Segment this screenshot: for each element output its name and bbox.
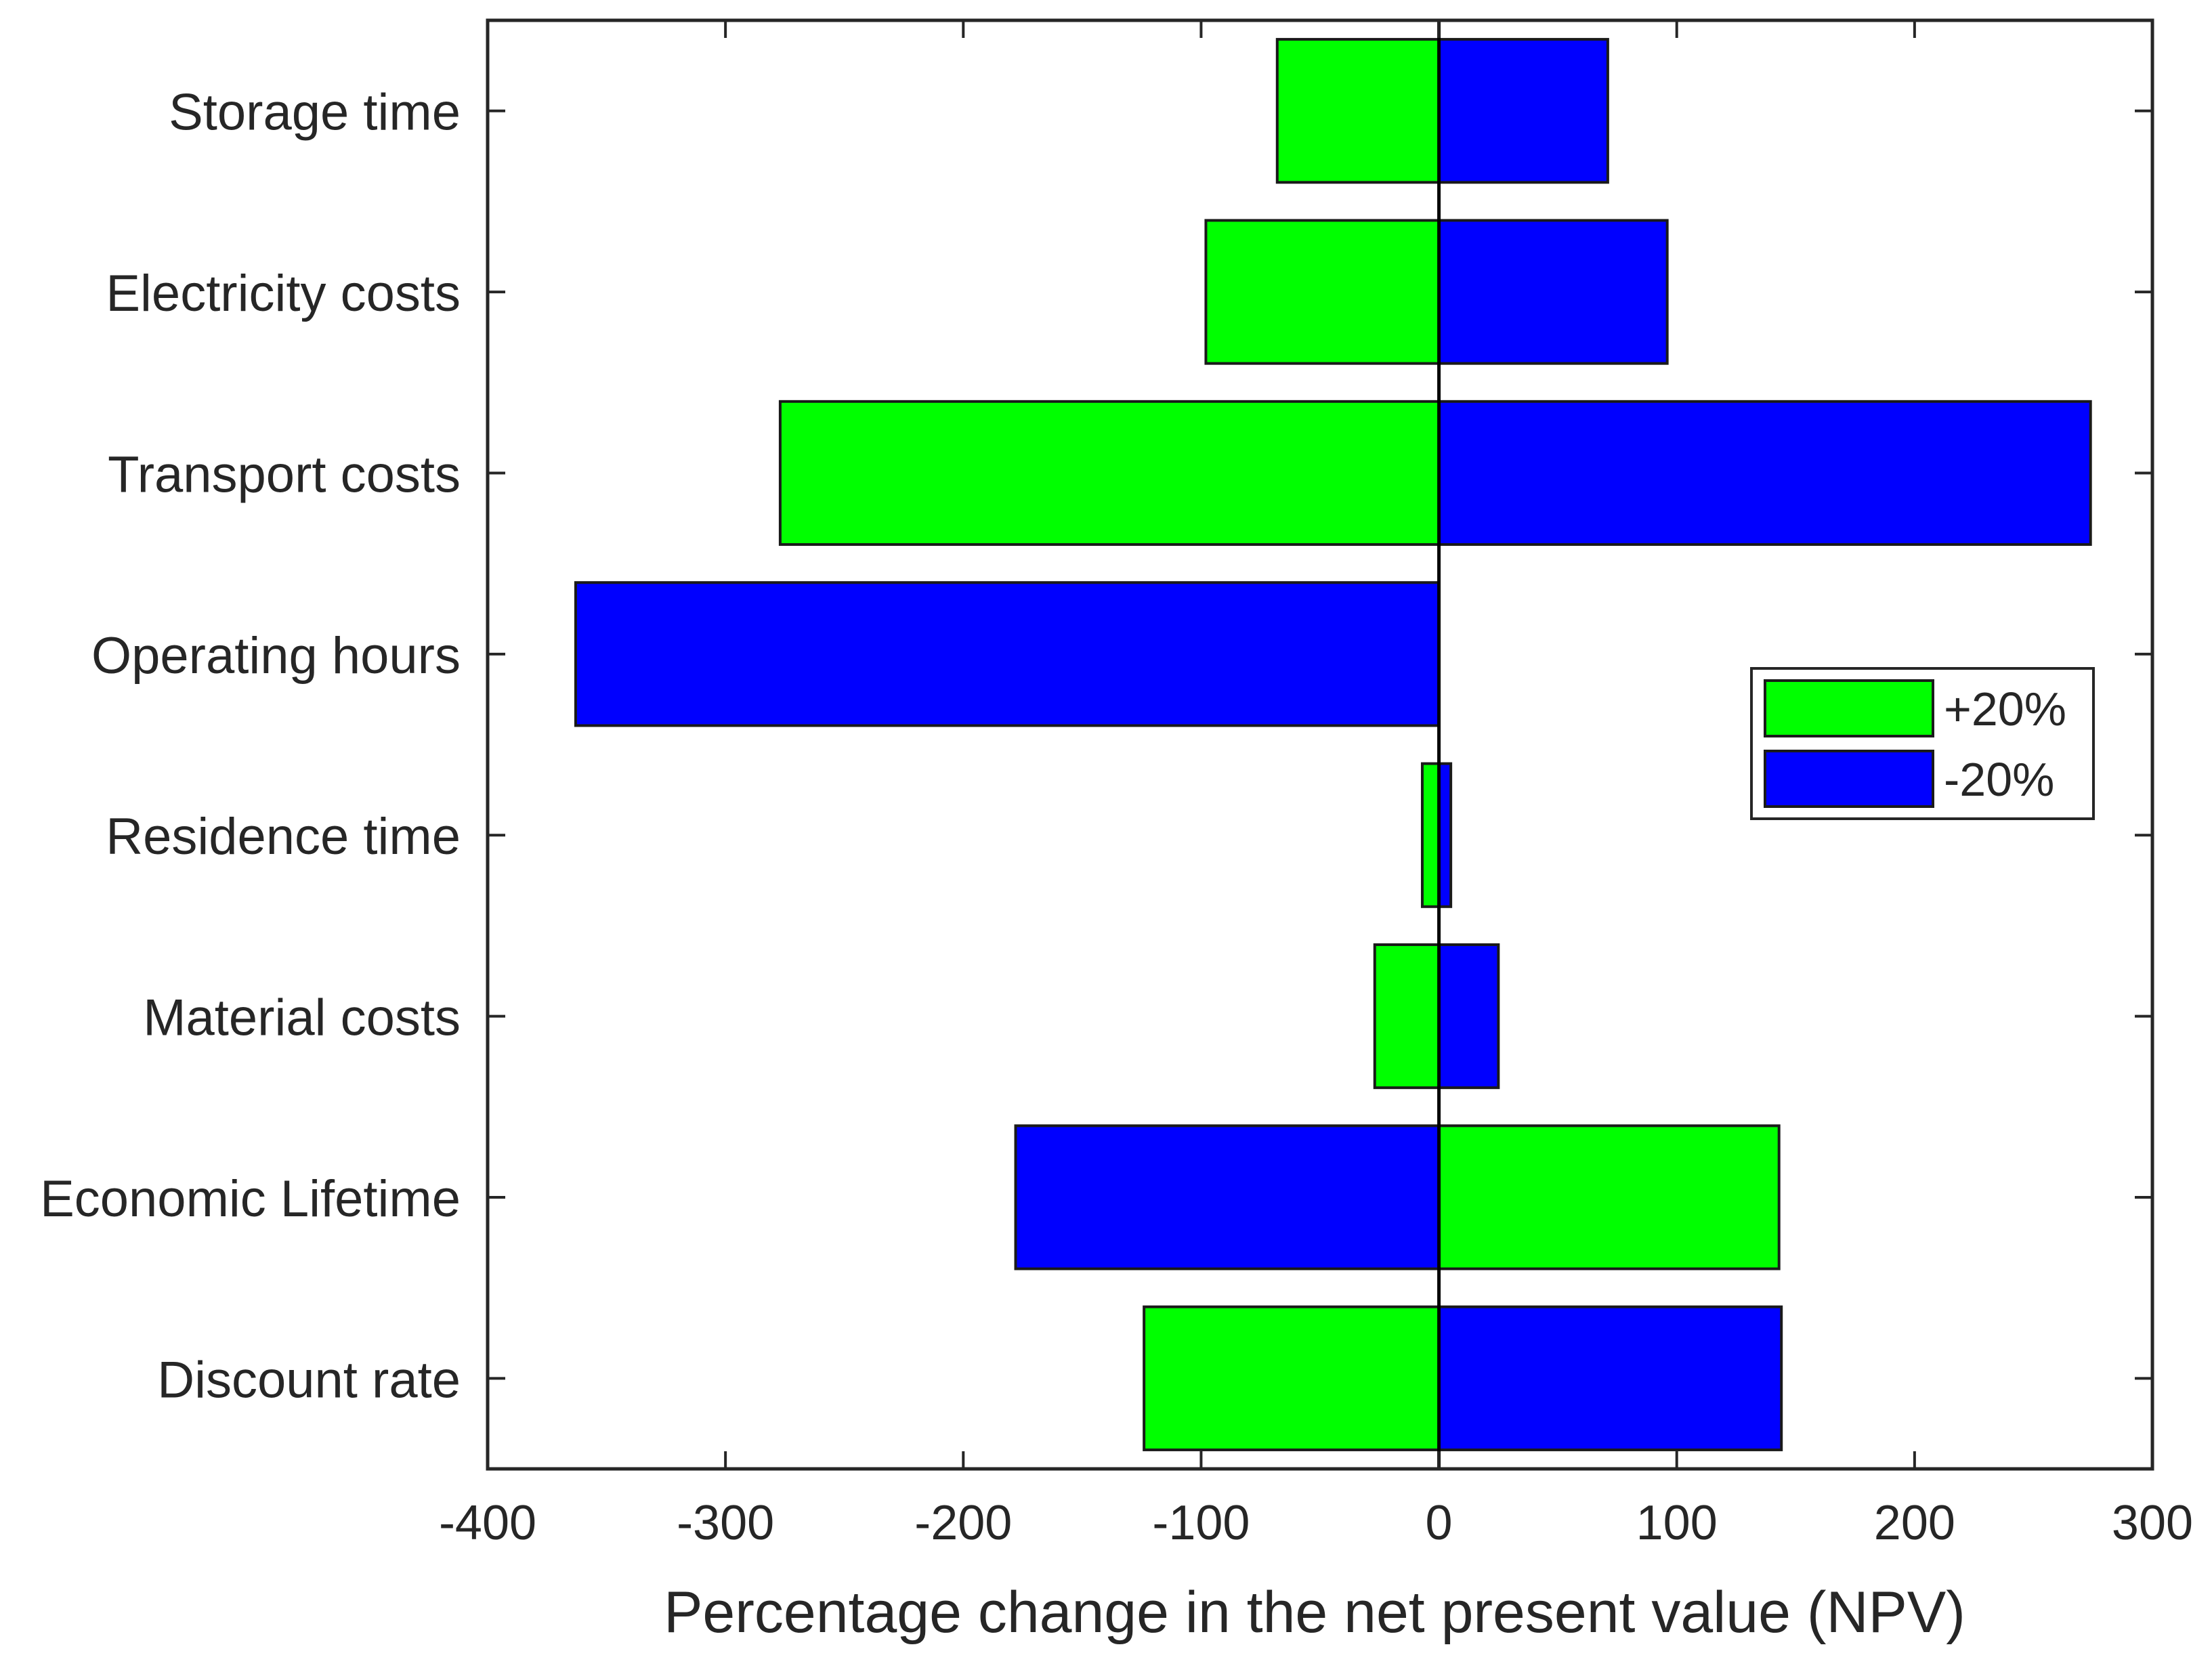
bar-plus20-0 <box>1275 38 1441 184</box>
category-label-2: Transport costs <box>108 446 461 503</box>
bar-minus20-1 <box>1437 219 1669 365</box>
axis-layer <box>486 18 2154 1471</box>
legend-swatch-plus20 <box>1764 679 1934 737</box>
labels-layer: Storage time Electricity costs Transport c… <box>40 84 2193 1550</box>
bar-plus20-6 <box>1437 1124 1781 1270</box>
bar-minus20-3 <box>574 581 1441 727</box>
legend-label-plus20: +20% <box>1944 683 2066 735</box>
bars-layer <box>574 38 2092 1451</box>
bar-minus20-6 <box>1014 1124 1441 1270</box>
x-tick-label-3: -100 <box>1152 1496 1250 1550</box>
x-tick-label-2: -200 <box>914 1496 1012 1550</box>
bar-plus20-1 <box>1204 219 1441 365</box>
x-axis-label: Percentage change in the net present val… <box>664 1580 1965 1645</box>
category-label-7: Discount rate <box>157 1351 461 1409</box>
legend: +20% -20% <box>1750 667 2095 820</box>
category-label-3: Operating hours <box>91 627 461 685</box>
bar-minus20-5 <box>1437 943 1500 1090</box>
bar-minus20-4 <box>1437 762 1453 908</box>
legend-swatch-minus20 <box>1764 750 1934 808</box>
bar-minus20-0 <box>1437 38 1609 184</box>
bar-plus20-2 <box>778 400 1441 547</box>
legend-label-minus20: -20% <box>1944 753 2054 806</box>
x-tick-label-4: 0 <box>1426 1496 1453 1550</box>
x-tick-label-6: 200 <box>1874 1496 1955 1550</box>
x-tick-label-1: -300 <box>677 1496 774 1550</box>
x-tick-label-0: -400 <box>439 1496 536 1550</box>
category-label-0: Storage time <box>169 84 461 142</box>
bar-plus20-7 <box>1143 1305 1441 1451</box>
bar-minus20-7 <box>1437 1305 1783 1451</box>
bar-minus20-2 <box>1437 400 2092 547</box>
x-tick-label-5: 100 <box>1636 1496 1718 1550</box>
category-label-5: Material costs <box>143 989 461 1047</box>
bar-plus20-5 <box>1373 943 1441 1090</box>
category-label-1: Electricity costs <box>106 265 461 322</box>
category-label-6: Economic Lifetime <box>40 1170 461 1228</box>
category-label-4: Residence time <box>106 808 461 865</box>
x-tick-label-7: 300 <box>2112 1496 2193 1550</box>
plot-frame <box>486 18 2154 1471</box>
bar-plus20-4 <box>1420 762 1441 908</box>
